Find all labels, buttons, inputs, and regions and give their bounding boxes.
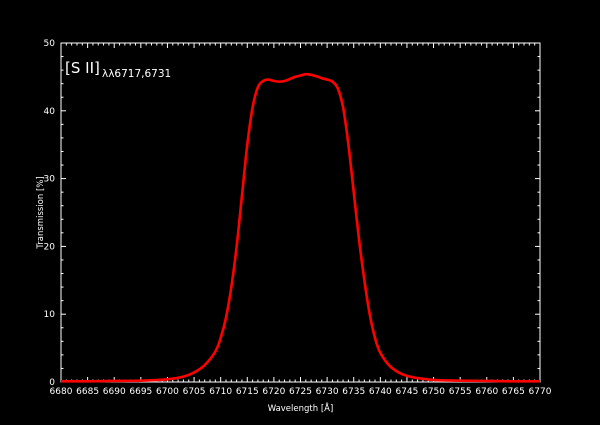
x-axis-label: Wavelength [Å] (268, 402, 334, 414)
y-tick-label: 50 (44, 39, 56, 49)
x-tick-label: 6770 (529, 387, 552, 397)
x-tick-label: 6750 (422, 387, 445, 397)
x-tick-label: 6710 (209, 387, 232, 397)
x-tick-label: 6740 (369, 387, 392, 397)
x-tick-label: 6695 (129, 387, 152, 397)
x-tick-label: 6755 (449, 387, 472, 397)
y-tick-label: 40 (44, 107, 56, 117)
x-tick-label: 6760 (475, 387, 498, 397)
x-tick-label: 6720 (262, 387, 285, 397)
x-tick-label: 6690 (103, 387, 126, 397)
x-tick-label: 6730 (316, 387, 339, 397)
plot-frame (60, 42, 541, 383)
x-tick-label: 6735 (342, 387, 365, 397)
y-tick-label: 10 (44, 310, 56, 320)
x-tick-label: 6745 (395, 387, 418, 397)
tick-labels: 6680 6685 6690 6695 6700 6705 6710 6715 6720 6725… (44, 39, 552, 397)
x-tick-label: 6705 (183, 387, 206, 397)
x-tick-label: 6725 (289, 387, 312, 397)
x-tick-label: 6680 (50, 387, 73, 397)
y-axis-label: Transmission [%] (36, 176, 46, 249)
y-tick-label: 20 (44, 242, 56, 252)
y-tick-label: 0 (49, 378, 55, 388)
annotation-species: [S II] (65, 59, 100, 77)
x-tick-label: 6765 (502, 387, 525, 397)
x-tick-label: 6715 (236, 387, 259, 397)
x-tick-label: 6685 (76, 387, 99, 397)
annotation-wavelengths: λλ6717,6731 (102, 68, 171, 80)
x-tick-label: 6700 (156, 387, 179, 397)
transmission-curve (60, 72, 541, 383)
y-tick-label: 30 (44, 175, 56, 185)
